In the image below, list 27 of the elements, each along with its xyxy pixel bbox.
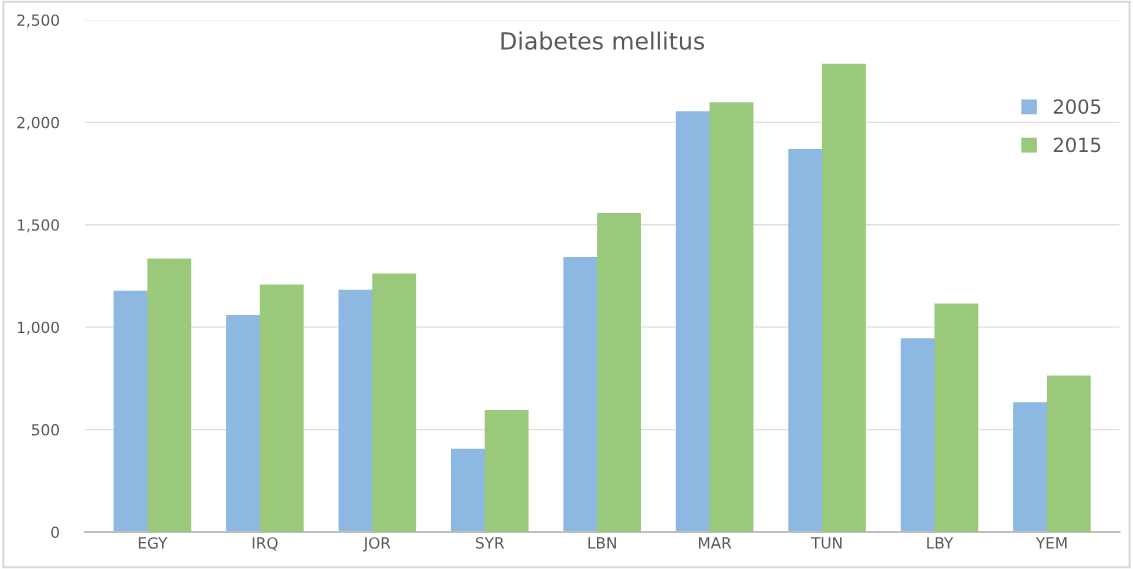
x-tick-label: LBN bbox=[588, 537, 616, 549]
x-tick-label: MAR bbox=[699, 537, 732, 549]
bar bbox=[709, 102, 754, 533]
x-tick-label: EGY bbox=[138, 537, 168, 549]
bar bbox=[822, 63, 866, 533]
y-tick-label: 1,500 bbox=[17, 219, 59, 233]
bar bbox=[597, 213, 641, 533]
x-tick-label: LBY bbox=[927, 537, 954, 549]
chart-title: Diabetes mellitus bbox=[501, 31, 705, 50]
bar bbox=[484, 409, 529, 533]
x-tick-label: SYR bbox=[475, 537, 505, 549]
bar bbox=[934, 303, 979, 533]
legend-label: 2015 bbox=[1053, 137, 1101, 153]
y-tick-label: 1,000 bbox=[17, 321, 59, 335]
x-tick-label: TUN bbox=[811, 537, 842, 549]
x-tick-label: IRQ bbox=[252, 537, 278, 551]
bar bbox=[372, 273, 417, 533]
y-tick-label: 500 bbox=[31, 424, 59, 436]
x-tick-label: YEM bbox=[1035, 537, 1067, 549]
bar bbox=[147, 258, 192, 533]
legend-label: 2005 bbox=[1053, 99, 1101, 114]
x-tick-label: JOR bbox=[362, 537, 391, 552]
bar bbox=[1046, 375, 1091, 533]
y-tick-label: 0 bbox=[51, 526, 59, 539]
y-tick-label: 2,000 bbox=[17, 116, 59, 130]
y-tick-label: 2,500 bbox=[17, 14, 59, 28]
bar bbox=[259, 284, 304, 533]
